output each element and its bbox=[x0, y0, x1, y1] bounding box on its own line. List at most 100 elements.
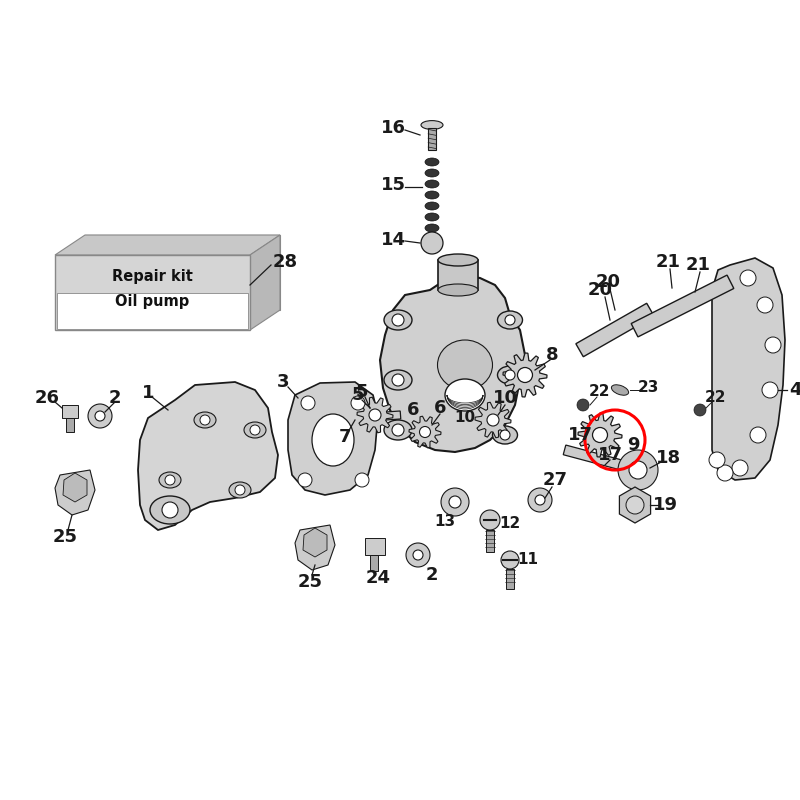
Polygon shape bbox=[85, 235, 280, 310]
Ellipse shape bbox=[498, 311, 522, 329]
Text: 3: 3 bbox=[277, 373, 290, 391]
Ellipse shape bbox=[159, 472, 181, 488]
Circle shape bbox=[95, 411, 105, 421]
Polygon shape bbox=[288, 382, 378, 495]
Ellipse shape bbox=[493, 426, 518, 444]
Circle shape bbox=[505, 370, 515, 380]
Ellipse shape bbox=[425, 180, 439, 188]
Ellipse shape bbox=[194, 412, 216, 428]
Circle shape bbox=[740, 270, 756, 286]
Circle shape bbox=[480, 510, 500, 530]
Circle shape bbox=[200, 415, 210, 425]
Circle shape bbox=[355, 473, 369, 487]
Text: 13: 13 bbox=[434, 514, 455, 530]
Text: 4: 4 bbox=[789, 381, 800, 399]
Bar bbox=[66, 418, 74, 432]
Ellipse shape bbox=[425, 224, 439, 232]
Ellipse shape bbox=[438, 254, 478, 266]
Text: 25: 25 bbox=[298, 573, 322, 591]
Text: 22: 22 bbox=[704, 390, 726, 405]
Circle shape bbox=[757, 297, 773, 313]
Polygon shape bbox=[295, 525, 335, 570]
Ellipse shape bbox=[425, 158, 439, 166]
Circle shape bbox=[618, 450, 658, 490]
Bar bbox=[486, 530, 494, 552]
Text: 6: 6 bbox=[434, 399, 446, 417]
Text: 25: 25 bbox=[53, 528, 78, 546]
FancyBboxPatch shape bbox=[330, 411, 401, 424]
Bar bbox=[370, 555, 378, 571]
FancyBboxPatch shape bbox=[563, 445, 642, 475]
Circle shape bbox=[449, 496, 461, 508]
Text: 10: 10 bbox=[454, 410, 475, 426]
Bar bbox=[428, 128, 436, 150]
Circle shape bbox=[750, 427, 766, 443]
Circle shape bbox=[406, 543, 430, 567]
Circle shape bbox=[162, 502, 178, 518]
Polygon shape bbox=[503, 353, 547, 397]
Circle shape bbox=[765, 337, 781, 353]
FancyBboxPatch shape bbox=[631, 275, 734, 337]
Circle shape bbox=[413, 550, 423, 560]
Circle shape bbox=[717, 465, 733, 481]
Polygon shape bbox=[138, 382, 278, 530]
Polygon shape bbox=[578, 413, 622, 457]
Ellipse shape bbox=[425, 169, 439, 177]
Polygon shape bbox=[250, 235, 280, 330]
Circle shape bbox=[732, 460, 748, 476]
Circle shape bbox=[250, 425, 260, 435]
Polygon shape bbox=[55, 235, 280, 255]
Ellipse shape bbox=[229, 482, 251, 498]
Ellipse shape bbox=[445, 379, 485, 411]
Text: 12: 12 bbox=[499, 515, 521, 530]
Circle shape bbox=[501, 551, 519, 569]
Text: 1: 1 bbox=[142, 384, 154, 402]
Text: 11: 11 bbox=[518, 553, 538, 567]
Text: 5: 5 bbox=[352, 386, 364, 404]
Circle shape bbox=[535, 495, 545, 505]
Bar bbox=[438, 260, 478, 290]
Text: 22: 22 bbox=[590, 385, 610, 399]
Ellipse shape bbox=[425, 213, 439, 221]
Text: 16: 16 bbox=[381, 119, 406, 137]
Text: Oil pump: Oil pump bbox=[115, 294, 190, 309]
Text: 19: 19 bbox=[653, 496, 678, 514]
Text: 28: 28 bbox=[273, 253, 298, 271]
Text: 8: 8 bbox=[546, 346, 558, 364]
Circle shape bbox=[487, 414, 499, 426]
Circle shape bbox=[505, 315, 515, 325]
Circle shape bbox=[421, 232, 443, 254]
Circle shape bbox=[577, 399, 589, 411]
Polygon shape bbox=[380, 276, 525, 452]
Circle shape bbox=[441, 488, 469, 516]
Polygon shape bbox=[409, 416, 441, 448]
Ellipse shape bbox=[384, 420, 412, 440]
Text: 14: 14 bbox=[381, 231, 406, 249]
Polygon shape bbox=[475, 402, 511, 438]
Circle shape bbox=[419, 426, 430, 438]
Ellipse shape bbox=[384, 370, 412, 390]
Circle shape bbox=[392, 374, 404, 386]
Circle shape bbox=[593, 427, 607, 442]
Circle shape bbox=[88, 404, 112, 428]
Bar bbox=[55, 255, 250, 330]
Circle shape bbox=[392, 424, 404, 436]
Text: 20: 20 bbox=[587, 281, 613, 299]
Ellipse shape bbox=[425, 202, 439, 210]
Text: 10: 10 bbox=[493, 389, 518, 407]
Text: 15: 15 bbox=[381, 176, 406, 194]
Text: 23: 23 bbox=[638, 381, 658, 395]
Ellipse shape bbox=[150, 496, 190, 524]
Bar bbox=[506, 569, 514, 589]
Ellipse shape bbox=[312, 414, 354, 466]
Text: 24: 24 bbox=[366, 569, 390, 587]
Ellipse shape bbox=[244, 422, 266, 438]
Polygon shape bbox=[619, 487, 650, 523]
Polygon shape bbox=[55, 470, 95, 515]
Circle shape bbox=[626, 496, 644, 514]
Text: 27: 27 bbox=[542, 471, 567, 489]
Text: 5: 5 bbox=[356, 383, 368, 401]
Text: 18: 18 bbox=[655, 449, 681, 467]
Circle shape bbox=[709, 452, 725, 468]
Circle shape bbox=[629, 461, 647, 479]
